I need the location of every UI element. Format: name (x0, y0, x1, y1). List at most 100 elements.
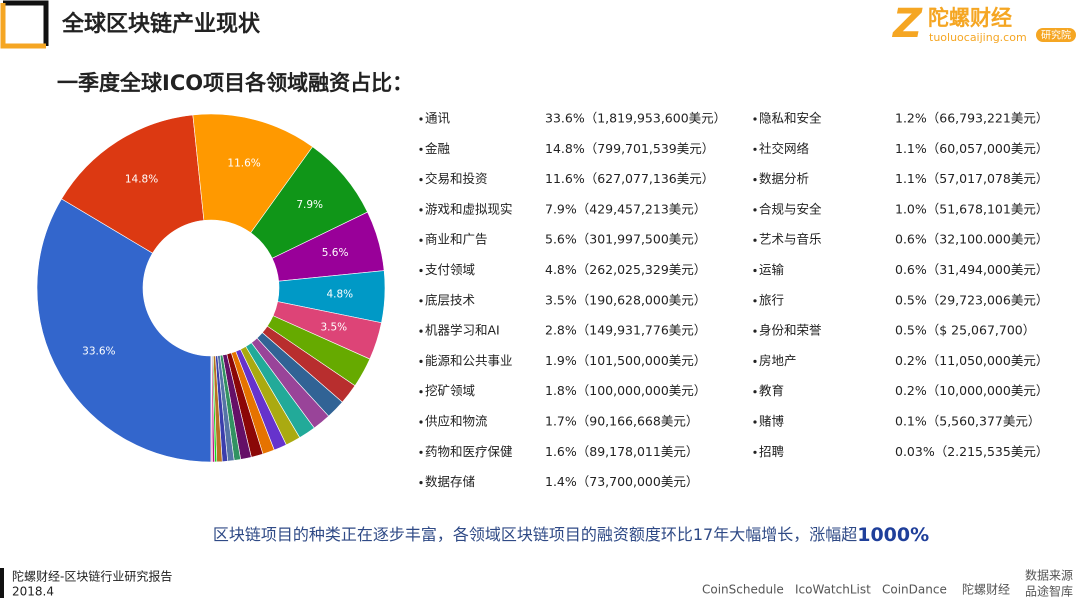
category-amount: 3.5%（190,628,000美元） (545, 292, 706, 307)
category-amount: 2.8%（149,931,776美元） (545, 323, 706, 338)
category-name: 身份和荣誉 (759, 323, 822, 338)
bullet (753, 178, 757, 182)
source: CoinDance (882, 583, 947, 597)
category-name: 通讯 (425, 111, 451, 126)
category-amount: 1.8%（100,000,000美元） (545, 383, 706, 398)
logo-name: 陀螺财经 (928, 6, 1012, 30)
logo-url: tuoluocaijing.com (929, 31, 1027, 44)
category-name: 能源和公共事业 (425, 353, 513, 368)
bullet (419, 481, 423, 485)
bullet (753, 420, 757, 424)
logo-badge: 研究院 (1041, 29, 1071, 42)
footer-bar (0, 568, 4, 598)
caption-text: 区块链项目的种类正在逐步丰富，各领域区块链项目的融资额度环比17年大幅增长，涨幅… (213, 525, 857, 544)
bullet (753, 450, 757, 454)
logo-mark: Z (891, 1, 923, 47)
bullet (419, 299, 423, 303)
category-name: 数据存储 (425, 474, 475, 489)
bullet (753, 208, 757, 212)
category-amount: 0.6%（31,494,000美元） (895, 262, 1048, 277)
category-amount: 11.6%（627,077,136美元） (545, 171, 714, 186)
bullet (419, 329, 423, 333)
category-name: 旅行 (759, 292, 784, 307)
slice-label: 11.6% (227, 157, 260, 169)
category-name: 社交网络 (759, 141, 810, 156)
source: 陀螺财经 (962, 582, 1010, 597)
category-amount: 4.8%（262,025,329美元） (545, 262, 706, 277)
bullet (419, 178, 423, 182)
category-amount: 0.6%（32,100.000美元） (895, 232, 1048, 247)
category-amount: 1.0%（51,678,101美元） (895, 201, 1048, 216)
bullet (419, 390, 423, 394)
category-amount: 33.6%（1,819,953,600美元） (545, 111, 726, 126)
category-amount: 0.5%（29,723,006美元） (895, 292, 1048, 307)
category-name: 招聘 (759, 444, 784, 459)
category-amount: 1.4%（73,700,000美元） (545, 474, 698, 489)
category-name: 支付领域 (425, 262, 475, 277)
slice-label: 4.8% (326, 288, 353, 300)
category-name: 交易和投资 (425, 171, 488, 186)
source: IcoWatchList (795, 583, 871, 597)
slice-label: 7.9% (296, 199, 323, 211)
category-amount: 1.1%（57,017,078美元） (895, 171, 1048, 186)
bullet (753, 390, 757, 394)
slice-label: 33.6% (82, 346, 115, 358)
slice-label: 14.8% (125, 173, 158, 185)
caption-highlight: 1000% (857, 524, 929, 546)
category-amount: 7.9%（429,457,213美元） (545, 201, 706, 216)
category-amount: 1.2%（66,793,221美元） (895, 111, 1048, 126)
category-amount: 1.6%（89,178,011美元） (545, 444, 698, 459)
category-name: 机器学习和AI (425, 323, 500, 338)
source-label: 数据来源 (1025, 568, 1073, 583)
bullet (753, 359, 757, 363)
bullet (419, 147, 423, 151)
category-name: 赌博 (759, 414, 785, 429)
bullet (753, 147, 757, 151)
category-name: 药物和医疗保健 (425, 444, 513, 459)
bullet (753, 238, 757, 242)
footer-report: 陀螺财经-区块链行业研究报告 (12, 569, 172, 584)
category-name: 房地产 (759, 353, 797, 368)
category-amount: 14.8%（799,701,539美元） (545, 141, 714, 156)
category-amount: 1.1%（60,057,000美元） (895, 141, 1048, 156)
source-label: 品途智库 (1025, 584, 1073, 599)
category-amount: 1.7%（90,166,668美元） (545, 414, 698, 429)
category-amount: 5.6%（301,997,500美元） (545, 232, 706, 247)
category-amount: 1.9%（101,500,000美元） (545, 353, 706, 368)
bullet (419, 268, 423, 273)
category-name: 数据分析 (759, 171, 809, 186)
slice (61, 114, 205, 254)
category-amount: 0.5%（$ 25,067,700） (895, 323, 1035, 338)
page-title: 全球区块链产业现状 (61, 11, 261, 37)
category-name: 合规与安全 (759, 201, 822, 216)
category-amount: 0.03%（2.215,535美元） (895, 444, 1048, 459)
caption: 区块链项目的种类正在逐步丰富，各领域区块链项目的融资额度环比17年大幅增长，涨幅… (213, 524, 929, 546)
donut-chart: 33.6% 14.8% 11.6% 7.9% 5.6% 4.8% 3.5% (36, 113, 386, 463)
category-name: 供应和物流 (425, 414, 488, 429)
slice-label: 3.5% (320, 321, 347, 333)
footer-date: 2018.4 (12, 585, 54, 599)
bullet (419, 238, 423, 242)
corner-mark (3, 0, 49, 46)
subtitle: 一季度全球ICO项目各领域融资占比： (57, 71, 413, 95)
sources: CoinSchedule IcoWatchList CoinDance 陀螺财经… (702, 568, 1073, 599)
category-name: 金融 (425, 141, 451, 156)
logo-badge-bg (1036, 28, 1076, 42)
category-amount: 0.2%（11,050,000美元） (895, 353, 1048, 368)
bullet (753, 329, 757, 333)
bullet (419, 450, 423, 454)
category-amount: 0.1%（5,560,377美元） (895, 414, 1040, 429)
category-name: 底层技术 (425, 292, 476, 307)
corner-accent (0, 3, 46, 49)
slice-label: 5.6% (322, 247, 349, 259)
category-amount: 0.2%（10,000,000美元） (895, 383, 1048, 398)
source: CoinSchedule (702, 583, 784, 597)
category-name: 挖矿领域 (425, 383, 475, 398)
bullet (419, 117, 423, 121)
bullet (419, 359, 423, 363)
bullet (753, 117, 757, 121)
category-name: 隐私和安全 (759, 111, 822, 126)
category-name: 运输 (759, 262, 785, 277)
bullet (753, 299, 757, 303)
